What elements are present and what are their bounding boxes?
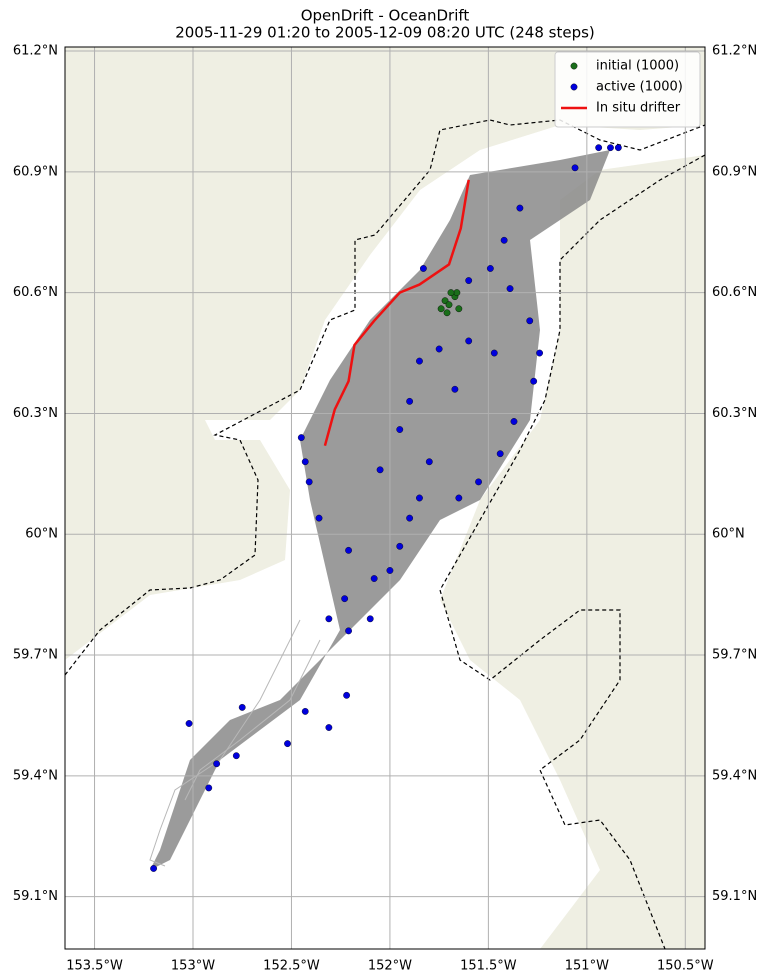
particle — [406, 397, 414, 405]
particle — [506, 285, 514, 293]
y-tick-label: 60.9°N — [712, 164, 757, 179]
particle — [205, 784, 213, 792]
trajectory — [149, 619, 301, 867]
x-tick-label: 152°W — [368, 959, 412, 974]
particle — [396, 426, 404, 433]
particle — [185, 720, 193, 727]
y-tick-label: 59.1°N — [13, 889, 58, 904]
particle — [437, 305, 445, 313]
particle — [238, 703, 246, 711]
legend-swatch — [570, 62, 578, 70]
trajectory — [184, 639, 321, 801]
particle — [453, 289, 461, 297]
particle — [595, 144, 603, 152]
particle — [416, 357, 423, 365]
particle — [345, 546, 352, 554]
y-tick-label: 61.2°N — [712, 44, 757, 59]
x-tick-label: 153.5°W — [66, 959, 123, 974]
particle — [510, 418, 518, 425]
particle — [406, 514, 414, 522]
trajectory-swath — [150, 150, 610, 870]
particle — [305, 478, 313, 486]
particle — [325, 724, 333, 731]
chart-subtitle: 2005-11-29 01:20 to 2005-12-09 08:20 UTC… — [175, 24, 595, 42]
y-tick-label: 59.7°N — [712, 648, 757, 663]
particle — [486, 265, 494, 272]
legend-label: In situ drifter — [596, 101, 681, 116]
y-tick-label: 61.2°N — [13, 44, 58, 59]
particle — [376, 466, 384, 474]
chart-title: OpenDrift - OceanDrift — [301, 7, 470, 25]
particle — [455, 305, 463, 313]
particle — [416, 494, 423, 502]
particle — [345, 627, 352, 635]
particle — [325, 615, 333, 623]
particle — [343, 691, 350, 699]
particle — [232, 752, 240, 760]
x-tick-label: 152.5°W — [263, 959, 320, 974]
particle — [341, 595, 349, 603]
particle — [366, 615, 374, 623]
particle — [451, 385, 459, 393]
legend-label: active (1000) — [596, 80, 683, 95]
particle — [425, 458, 433, 466]
particle — [465, 337, 473, 345]
y-tick-label: 59.1°N — [712, 889, 757, 904]
particle — [516, 204, 524, 212]
y-tick-label: 59.4°N — [712, 768, 757, 783]
y-tick-label: 60°N — [712, 527, 745, 542]
particle — [526, 317, 534, 325]
x-tick-label: 151.5°W — [460, 959, 517, 974]
particle — [396, 542, 404, 550]
particle — [614, 144, 622, 152]
particle — [536, 349, 543, 357]
particle — [435, 345, 443, 353]
frame — [64, 46, 706, 950]
particle — [297, 434, 305, 441]
particle — [607, 144, 614, 152]
y-tick-label: 60.9°N — [13, 164, 58, 179]
y-tick-label: 60°N — [25, 527, 58, 542]
particle — [455, 494, 463, 502]
particle — [571, 164, 579, 172]
y-tick-label: 60.6°N — [712, 285, 757, 300]
y-tick-label: 59.4°N — [13, 768, 58, 783]
particle — [386, 567, 394, 574]
legend-label: initial (1000) — [596, 59, 679, 74]
boundary — [439, 154, 706, 950]
particle — [500, 236, 508, 244]
particle — [419, 265, 427, 272]
particle — [370, 575, 378, 582]
y-tick-label: 60.6°N — [13, 285, 58, 300]
particle — [490, 349, 498, 357]
particle — [447, 289, 455, 297]
x-tick-label: 151°W — [565, 959, 609, 974]
boundary — [64, 119, 706, 676]
particle — [301, 708, 309, 715]
map-background — [64, 47, 706, 950]
y-tick-label: 59.7°N — [13, 648, 58, 663]
y-tick-label: 60.3°N — [13, 406, 58, 421]
legend-swatch — [570, 83, 578, 91]
marks — [65, 47, 705, 949]
legend-box — [554, 51, 701, 128]
y-tick-label: 60.3°N — [712, 406, 757, 421]
particle — [530, 377, 538, 385]
particle — [150, 865, 158, 872]
drifter-track — [323, 179, 470, 446]
particle — [213, 760, 221, 768]
x-tick-label: 153°W — [171, 959, 215, 974]
particle — [475, 478, 482, 486]
particle — [465, 277, 473, 284]
particle — [284, 740, 291, 748]
particle — [315, 514, 323, 522]
x-tick-label: 150.5°W — [657, 959, 714, 974]
particle — [301, 458, 309, 466]
particle — [445, 301, 453, 309]
particle — [443, 309, 451, 317]
particle — [496, 450, 504, 458]
